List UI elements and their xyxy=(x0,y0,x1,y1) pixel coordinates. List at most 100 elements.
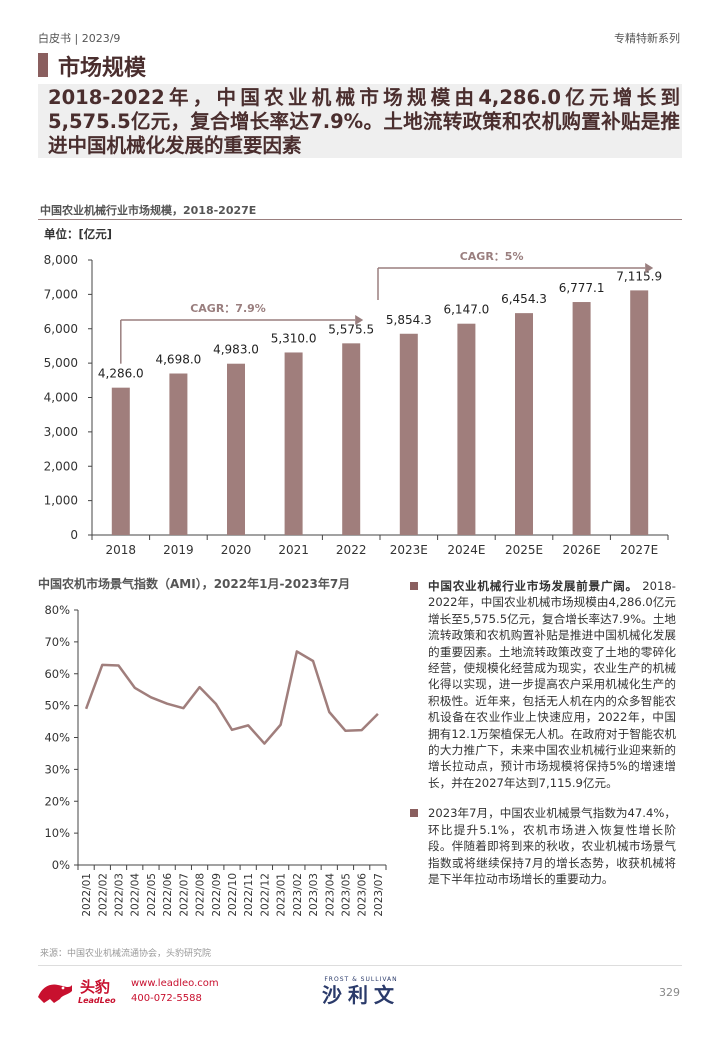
headline-background xyxy=(38,84,682,158)
ami-series-line xyxy=(84,650,379,745)
logo-text-en: LeadLeo xyxy=(78,996,116,1005)
bullet-text: 2018-2022年，中国农业机械市场规模由4,286.0亿元增长至5,575.… xyxy=(428,579,676,790)
report-type-label: 白皮书 | 2023/9 xyxy=(38,32,121,45)
x-tick-label: 2023/01 xyxy=(276,873,288,917)
x-tick-label: 2022/09 xyxy=(211,873,223,917)
bar xyxy=(399,333,418,535)
series-label: 专精特新系列 xyxy=(614,32,680,45)
y-tick-label: 50% xyxy=(44,699,70,713)
bar xyxy=(227,363,245,535)
bar-value-label: 5,575.5 xyxy=(328,322,374,336)
cagr-arrowhead xyxy=(355,315,364,325)
section-marker xyxy=(38,53,48,77)
y-tick-label: 3,000 xyxy=(44,425,78,439)
y-tick-label: 8,000 xyxy=(44,253,78,267)
website-link[interactable]: www.leadleo.com xyxy=(131,978,219,989)
x-tick-label: 2022/10 xyxy=(227,873,239,917)
bar xyxy=(342,343,361,535)
x-tick-label: 2022/06 xyxy=(162,873,174,917)
x-tick-label: 2022 xyxy=(336,543,367,557)
x-tick-label: 2023/04 xyxy=(324,873,336,917)
x-tick-label: 2027E xyxy=(620,543,658,557)
leopard-icon xyxy=(38,984,72,1003)
bar-value-label: 5,310.0 xyxy=(271,331,317,345)
phone-number: 400-072-5588 xyxy=(131,993,202,1004)
bar-value-label: 4,698.0 xyxy=(155,353,201,367)
commentary: 中国农业机械行业市场发展前景广阔。 2018-2022年，中国农业机械市场规模由… xyxy=(410,578,676,901)
x-tick-label: 2023E xyxy=(390,543,428,557)
page-number: 329 xyxy=(659,986,680,999)
x-tick-label: 2023/05 xyxy=(340,873,352,917)
y-tick-label: 20% xyxy=(44,794,70,808)
bullet-marker xyxy=(410,582,418,590)
line-chart: 0% 10% 20% 30% 40% 50% 60% 70% 80% 2022/01 2022/02… xyxy=(44,603,387,917)
y-tick-label: 0% xyxy=(52,858,70,872)
x-tick-label: 2019 xyxy=(163,543,194,557)
cagr-arrowhead xyxy=(645,263,654,273)
cagr-label: CAGR：5% xyxy=(460,250,524,263)
y-tick-label: 40% xyxy=(44,731,70,745)
bar xyxy=(169,373,188,535)
bar-chart-unit: 单位：[亿元] xyxy=(44,227,113,241)
section-title: 市场规模 xyxy=(58,56,147,81)
bar-value-label: 5,854.3 xyxy=(386,313,432,327)
x-tick-label: 2020 xyxy=(221,543,252,557)
bar xyxy=(630,290,649,535)
commentary-bullet-1: 中国农业机械行业市场发展前景广阔。 2018-2022年，中国农业机械市场规模由… xyxy=(410,578,676,791)
y-tick-label: 60% xyxy=(44,667,70,681)
x-tick-label: 2023/07 xyxy=(373,873,385,917)
bar xyxy=(572,302,591,535)
leadleo-logo: 头豹 LeadLeo www.leadleo.com 400-072-5588 xyxy=(36,975,246,1009)
x-tick-label: 2026E xyxy=(563,543,601,557)
bar-value-label: 4,286.0 xyxy=(98,367,144,381)
partner-name-cn: 沙利文 xyxy=(322,983,400,1007)
x-tick-label: 2022/03 xyxy=(114,873,126,917)
x-tick-label: 2022/08 xyxy=(195,873,207,917)
bar xyxy=(457,323,476,535)
x-tick-label: 2022/01 xyxy=(81,873,93,917)
bar-value-label: 6,777.1 xyxy=(559,281,605,295)
x-tick-label: 2022/02 xyxy=(97,873,109,917)
x-tick-label: 2022/07 xyxy=(178,873,190,917)
x-tick-label: 2022/05 xyxy=(146,873,158,917)
y-tick-label: 30% xyxy=(44,762,70,776)
bar-chart: 0 1,000 2,000 3,000 4,000 5,000 6,000 7,000 8,00… xyxy=(44,250,669,557)
source-note: 来源：中国农业机械流通协会，头豹研究院 xyxy=(40,949,212,959)
cagr-label: CAGR：7.9% xyxy=(190,302,266,315)
bar xyxy=(284,352,303,535)
y-tick-label: 0 xyxy=(70,528,78,542)
bar xyxy=(515,313,533,535)
x-tick-label: 2021 xyxy=(278,543,309,557)
x-tick-label: 2022/11 xyxy=(243,873,255,917)
y-tick-label: 1,000 xyxy=(44,494,78,508)
partner-name-en: FROST & SULLIVAN xyxy=(324,976,398,983)
bar-chart-title: 中国农业机械行业市场规模，2018-2027E xyxy=(40,204,257,217)
y-tick-label: 6,000 xyxy=(44,322,78,336)
x-tick-label: 2022/04 xyxy=(130,873,142,917)
commentary-bullet-2: 2023年7月，中国农业机械景气指数为47.4%，环比提升5.1%，农机市场进入… xyxy=(410,805,676,887)
y-tick-label: 70% xyxy=(44,635,70,649)
bullet-heading: 中国农业机械行业市场发展前景广阔。 xyxy=(428,579,638,593)
bar-value-label: 7,115.9 xyxy=(616,269,662,283)
line-chart-title: 中国农机市场景气指数（AMI），2022年1月-2023年7月 xyxy=(38,577,351,591)
x-tick-label: 2023/03 xyxy=(308,873,320,917)
bar-value-label: 6,454.3 xyxy=(501,292,547,306)
x-tick-label: 2025E xyxy=(505,543,543,557)
x-tick-label: 2022/12 xyxy=(259,873,271,917)
x-tick-label: 2024E xyxy=(447,543,485,557)
bar-value-label: 6,147.0 xyxy=(443,303,489,317)
y-tick-label: 2,000 xyxy=(44,459,78,473)
bullet-marker xyxy=(410,809,418,818)
x-tick-label: 2023/06 xyxy=(357,873,369,917)
bullet-text: 2023年7月，中国农业机械景气指数为47.4%，环比提升5.1%，农机市场进入… xyxy=(428,806,676,886)
frost-sullivan-logo: FROST & SULLIVAN 沙利文 xyxy=(306,976,416,1010)
x-tick-label: 2023/02 xyxy=(292,873,304,917)
bar-value-label: 4,983.0 xyxy=(213,343,259,357)
y-tick-label: 5,000 xyxy=(44,356,78,370)
x-tick-label: 2018 xyxy=(106,543,137,557)
headline: 2018-2022年，中国农业机械市场规模由4,286.0亿元增长到5,575.… xyxy=(48,86,680,157)
footer-divider xyxy=(38,965,682,966)
y-tick-label: 80% xyxy=(44,603,70,617)
bar xyxy=(111,387,130,535)
bar-chart-title-rule xyxy=(38,219,682,220)
